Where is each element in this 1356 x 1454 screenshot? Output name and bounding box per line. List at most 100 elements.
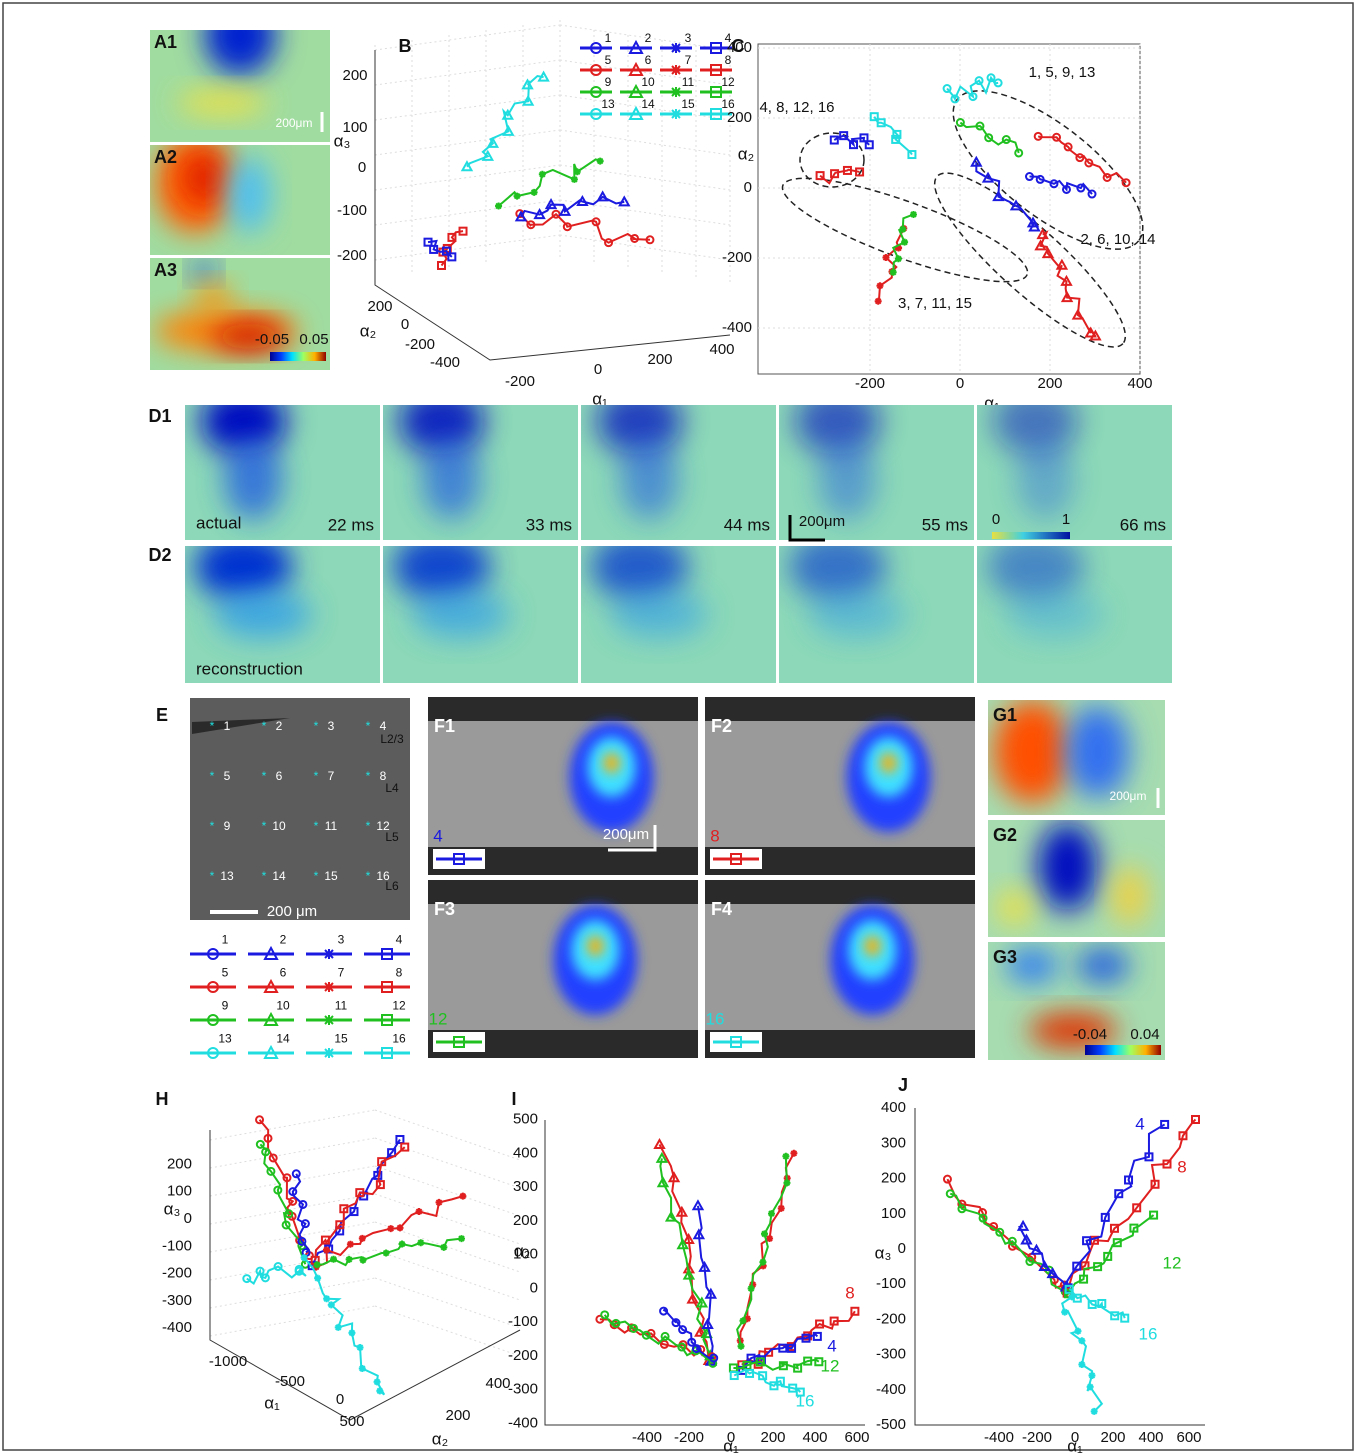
tick-label: 200 bbox=[760, 1429, 785, 1446]
site-label: 4 bbox=[380, 719, 387, 733]
legend-label: 14 bbox=[276, 1031, 290, 1045]
tick-label: -200 bbox=[337, 247, 367, 264]
time-label: 33 ms bbox=[526, 515, 572, 534]
legend-label: 8 bbox=[396, 965, 403, 979]
tick-label: 500 bbox=[513, 1111, 538, 1128]
tick-label: 600 bbox=[1176, 1429, 1201, 1446]
tick-label: -500 bbox=[275, 1373, 305, 1390]
tick-label: 0 bbox=[358, 159, 366, 176]
legend-marker bbox=[360, 1257, 367, 1264]
slice-band bbox=[705, 880, 975, 904]
annotation: 8 bbox=[1177, 1157, 1186, 1176]
legend-marker bbox=[1088, 1372, 1095, 1379]
panel-label: F2 bbox=[711, 716, 732, 736]
legend-marker bbox=[1061, 1309, 1068, 1316]
legend-marker bbox=[374, 1378, 381, 1385]
panel-label: G2 bbox=[993, 825, 1017, 845]
colorbar-label: -0.04 bbox=[1073, 1026, 1107, 1043]
site-label: 1 bbox=[224, 719, 231, 733]
scale-bar-label: 200μm bbox=[276, 116, 313, 130]
tick-label: -400 bbox=[632, 1429, 662, 1446]
site-label: 15 bbox=[324, 869, 338, 883]
tick-label: 0 bbox=[898, 1240, 906, 1257]
tick-label: -300 bbox=[508, 1381, 538, 1398]
heatmap-blob bbox=[1006, 590, 1104, 639]
legend-label: 16 bbox=[392, 1031, 406, 1045]
activity bbox=[864, 936, 880, 956]
tick-label: -200 bbox=[722, 249, 752, 266]
legend-marker bbox=[1087, 1383, 1094, 1390]
legend-marker bbox=[761, 1230, 768, 1237]
legend-marker bbox=[899, 226, 906, 233]
grid-line bbox=[210, 1110, 375, 1140]
layer-label: L5 bbox=[385, 830, 399, 844]
tick-label: 0 bbox=[401, 316, 409, 333]
heatmap-blob bbox=[393, 532, 491, 601]
grid-line bbox=[375, 1278, 520, 1328]
legend-label: 4 bbox=[396, 932, 403, 946]
legend-marker bbox=[383, 1250, 390, 1257]
colorbar-label: 0.05 bbox=[299, 331, 328, 348]
tick-label: 200 bbox=[513, 1212, 538, 1229]
trajectory bbox=[878, 228, 904, 301]
activity bbox=[587, 936, 603, 956]
tick-label: 0 bbox=[744, 179, 752, 196]
activity bbox=[604, 753, 620, 773]
legend-marker bbox=[671, 43, 681, 53]
annotation: 8 bbox=[845, 1283, 854, 1302]
site-label: 8 bbox=[710, 826, 719, 845]
site-marker: * bbox=[262, 819, 267, 833]
tick-label: -200 bbox=[405, 336, 435, 353]
legend-label: 13 bbox=[218, 1031, 232, 1045]
scale-bar-label: 200μm bbox=[799, 513, 845, 530]
axis bbox=[210, 1130, 520, 1420]
legend-label: 6 bbox=[645, 53, 652, 67]
legend-marker bbox=[597, 158, 604, 165]
legend-marker bbox=[416, 1208, 423, 1215]
heatmap bbox=[977, 532, 1172, 683]
heatmap bbox=[383, 532, 578, 683]
axis-label: α₃ bbox=[334, 131, 351, 150]
panel-label: A3 bbox=[154, 260, 177, 280]
tick-label: 0 bbox=[184, 1210, 192, 1227]
annotation: 3, 7, 11, 15 bbox=[898, 295, 972, 312]
legend-marker bbox=[376, 1387, 383, 1394]
legend-marker bbox=[417, 1239, 424, 1246]
tick-label: -200 bbox=[162, 1265, 192, 1282]
grid-line bbox=[375, 235, 560, 260]
axis-label: α₃ bbox=[875, 1243, 892, 1262]
activity bbox=[881, 753, 897, 773]
legend-marker bbox=[347, 1241, 354, 1248]
axis-label: α₂ bbox=[738, 144, 754, 163]
legend-label: 12 bbox=[721, 75, 735, 89]
legend-marker bbox=[1019, 1222, 1028, 1230]
site-marker: * bbox=[210, 719, 215, 733]
panel-label: D2 bbox=[148, 545, 171, 565]
legend-label: 1 bbox=[222, 932, 229, 946]
tick-label: 0 bbox=[594, 361, 602, 378]
tick-label: 400 bbox=[485, 1375, 510, 1392]
legend-marker bbox=[330, 1256, 337, 1263]
site-marker: * bbox=[210, 869, 215, 883]
panel-label: C bbox=[732, 36, 745, 56]
heatmap-blob bbox=[227, 156, 270, 233]
legend-label: 11 bbox=[682, 75, 695, 89]
annotation: 12 bbox=[1163, 1253, 1182, 1272]
site-label: 6 bbox=[276, 769, 283, 783]
legend-label: 1 bbox=[605, 31, 612, 45]
legend-marker bbox=[436, 1199, 443, 1206]
heatmap-blob bbox=[422, 439, 481, 520]
tick-label: 400 bbox=[881, 1099, 906, 1116]
legend-marker bbox=[876, 282, 883, 289]
grid bbox=[758, 44, 1140, 374]
tick-label: 200 bbox=[881, 1170, 906, 1187]
site-marker: * bbox=[366, 769, 371, 783]
panel-label: J bbox=[898, 1075, 908, 1095]
tick-label: 400 bbox=[513, 1144, 538, 1161]
axis-label: α₂ bbox=[514, 1241, 530, 1260]
colorbar-label: 0.04 bbox=[1130, 1026, 1159, 1043]
tick-label: -200 bbox=[876, 1310, 906, 1327]
grid-line bbox=[560, 165, 730, 190]
legend-marker bbox=[323, 1246, 330, 1253]
tick-label: -200 bbox=[674, 1429, 704, 1446]
